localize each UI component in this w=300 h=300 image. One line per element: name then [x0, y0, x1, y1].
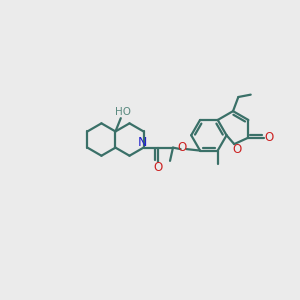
Text: O: O [264, 131, 274, 144]
Text: O: O [232, 143, 242, 157]
Text: O: O [153, 161, 162, 174]
Text: HO: HO [115, 107, 131, 117]
Text: O: O [178, 141, 187, 154]
Text: N: N [138, 136, 147, 149]
